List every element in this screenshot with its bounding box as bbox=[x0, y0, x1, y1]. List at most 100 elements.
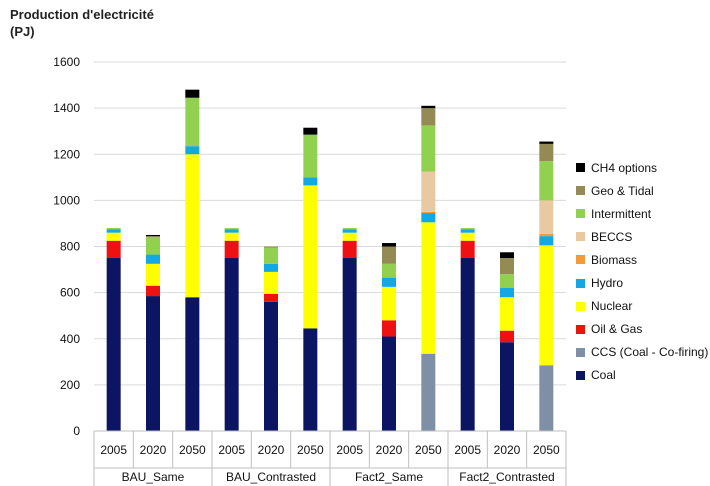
bar-segment-nuclear bbox=[421, 222, 436, 354]
bar-segment-coal bbox=[106, 258, 121, 431]
bar-segment-hydro bbox=[303, 177, 318, 186]
bar-segment-oil-gas bbox=[264, 293, 278, 302]
bar-segment-coal bbox=[500, 342, 514, 431]
legend-item: Geo & Tidal bbox=[576, 179, 708, 202]
bar-segment-ch4-options bbox=[382, 243, 396, 247]
bar-segment-intermittent bbox=[342, 228, 357, 230]
legend-swatch bbox=[576, 324, 585, 334]
bar-segment-ch4-options bbox=[421, 105, 436, 109]
bar-segment-intermittent bbox=[224, 228, 239, 230]
bar-segment-intermittent bbox=[185, 97, 200, 147]
legend-label: Biomass bbox=[591, 252, 638, 267]
bar-segment-oil-gas bbox=[106, 240, 121, 259]
y-axis-title: Production d'electricité (PJ) bbox=[10, 7, 154, 39]
bar-segment-nuclear bbox=[539, 245, 554, 366]
bar-segment-geo-tidal bbox=[146, 236, 160, 238]
y-tick-label: 1600 bbox=[53, 55, 80, 69]
bar-segment-geo-tidal bbox=[539, 143, 554, 162]
bar-segment-ch4-options bbox=[500, 252, 514, 259]
bar-segment-oil-gas bbox=[224, 240, 239, 259]
bar-segment-nuclear bbox=[303, 185, 318, 329]
legend-swatch bbox=[576, 163, 585, 173]
bar-segment-geo-tidal bbox=[421, 108, 436, 126]
legend-item: Oil & Gas bbox=[576, 318, 708, 341]
legend-item: Hydro bbox=[576, 271, 708, 294]
bar-segment-ch4-options bbox=[303, 127, 318, 135]
x-tick-label: 2050 bbox=[179, 443, 206, 457]
legend-item: CH4 options bbox=[576, 156, 708, 179]
bar-segment-intermittent bbox=[106, 228, 121, 230]
legend-item: Nuclear bbox=[576, 295, 708, 318]
bar-segment-coal bbox=[146, 296, 160, 431]
bar-segment-hydro bbox=[421, 213, 436, 223]
legend-label: Hydro bbox=[591, 276, 624, 291]
bar-segment-nuclear bbox=[146, 263, 160, 286]
legend-item: Coal bbox=[576, 364, 708, 387]
bar-segment-intermittent bbox=[539, 161, 554, 201]
bar-segment-ccs-coal-co-firing- bbox=[539, 365, 554, 431]
bar-segment-intermittent bbox=[146, 237, 160, 255]
legend-label: Geo & Tidal bbox=[591, 183, 654, 198]
bar-segment-ch4-options bbox=[539, 141, 554, 144]
legend-swatch bbox=[576, 186, 585, 196]
bar-segment-hydro bbox=[146, 254, 160, 264]
legend-label: Coal bbox=[591, 368, 616, 383]
bar-segment-ch4-options bbox=[185, 89, 200, 98]
bar-segment-geo-tidal bbox=[264, 246, 278, 248]
x-tick-label: 2050 bbox=[533, 443, 560, 457]
bar-segment-hydro bbox=[264, 263, 278, 272]
y-tick-label: 600 bbox=[60, 286, 80, 300]
bar-segment-intermittent bbox=[264, 247, 278, 264]
bar-segment-intermittent bbox=[382, 263, 396, 278]
x-tick-label: 2020 bbox=[258, 443, 285, 457]
legend-item: BECCS bbox=[576, 225, 708, 248]
legend-swatch bbox=[576, 232, 585, 242]
legend-swatch bbox=[576, 370, 585, 380]
bar-segment-coal bbox=[264, 301, 278, 431]
bar-segment-beccs bbox=[421, 171, 436, 212]
bar-segment-hydro bbox=[539, 236, 554, 246]
bar-segment-nuclear bbox=[264, 271, 278, 294]
bar-segment-nuclear bbox=[185, 154, 200, 298]
group-label: BAU_Same bbox=[122, 470, 185, 484]
bar-segment-nuclear bbox=[382, 286, 396, 321]
chart-legend: CH4 options Geo & Tidal Intermittent BECCS B… bbox=[576, 156, 708, 387]
bar-segment-oil-gas bbox=[500, 330, 514, 343]
bar-segment-nuclear bbox=[106, 232, 121, 241]
bar-segment-biomass bbox=[539, 233, 554, 237]
bar-segment-hydro bbox=[500, 288, 514, 298]
x-tick-label: 2020 bbox=[140, 443, 167, 457]
legend-swatch bbox=[576, 301, 585, 311]
bar-segment-coal bbox=[460, 258, 475, 431]
x-tick-label: 2020 bbox=[376, 443, 403, 457]
bar-segment-coal bbox=[224, 258, 239, 431]
bar-segment-hydro bbox=[106, 229, 121, 233]
x-tick-label: 2050 bbox=[297, 443, 324, 457]
legend-swatch bbox=[576, 209, 585, 219]
bar-segment-intermittent bbox=[500, 274, 514, 289]
bar-segment-beccs bbox=[539, 200, 554, 234]
y-tick-label: 1400 bbox=[53, 101, 80, 115]
bar-segment-ch4-options bbox=[146, 234, 160, 237]
bar-segment-coal bbox=[185, 297, 200, 431]
legend-item: Biomass bbox=[576, 248, 708, 271]
legend-swatch bbox=[576, 278, 585, 288]
bar-segment-intermittent bbox=[421, 125, 436, 172]
bar-segment-geo-tidal bbox=[500, 258, 514, 275]
x-tick-label: 2005 bbox=[454, 443, 481, 457]
bar-segment-nuclear bbox=[224, 232, 239, 241]
y-tick-label: 800 bbox=[60, 240, 80, 254]
bar-segment-coal bbox=[382, 336, 396, 431]
x-tick-label: 2005 bbox=[218, 443, 245, 457]
legend-swatch bbox=[576, 347, 585, 357]
y-tick-label: 400 bbox=[60, 332, 80, 346]
bar-segment-oil-gas bbox=[146, 285, 160, 297]
legend-label: Oil & Gas bbox=[591, 322, 643, 337]
bar-segment-oil-gas bbox=[342, 240, 357, 259]
legend-swatch bbox=[576, 255, 585, 265]
bar-segment-hydro bbox=[382, 277, 396, 287]
group-label: BAU_Contrasted bbox=[226, 470, 316, 484]
bar-segment-coal bbox=[303, 328, 318, 431]
bar-segment-intermittent bbox=[303, 134, 318, 178]
y-tick-label: 1200 bbox=[53, 147, 80, 161]
